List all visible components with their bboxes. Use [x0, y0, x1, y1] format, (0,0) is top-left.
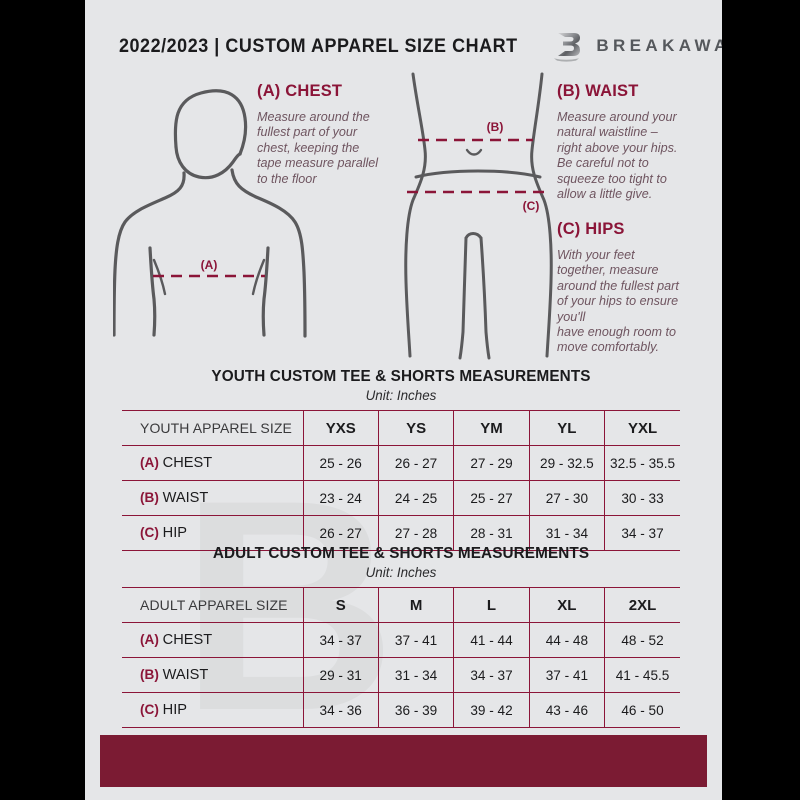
torso-figure-illustration: (A)	[113, 89, 307, 338]
footer-accent-bar	[100, 735, 707, 787]
page-title: 2022/2023 | CUSTOM APPAREL SIZE CHART	[119, 34, 518, 57]
youth-size-header-2: YM	[453, 410, 530, 446]
youth-cell-2-0: 26 - 27	[302, 515, 379, 551]
adult-size-header-2: L	[453, 587, 530, 623]
row-name: CHEST	[162, 632, 213, 648]
youth-cell-1-4: 30 - 33	[604, 480, 680, 516]
youth-cell-0-0: 25 - 26	[302, 445, 379, 481]
table-row: (B) WAIST 23 - 24 24 - 25 25 - 27 27 - 3…	[122, 480, 680, 516]
chest-measure-label: (A)	[201, 258, 218, 272]
row-tag: (B)	[140, 490, 159, 505]
callout-waist-title: (B) WAIST	[557, 82, 639, 100]
waist-measure-label: (B)	[487, 120, 504, 134]
row-name: WAIST	[162, 667, 209, 683]
callout-chest-text: Measure around the fullest part of your …	[257, 110, 379, 186]
adult-cell-1-1: 31 - 34	[377, 657, 454, 693]
table-row: (A) CHEST 25 - 26 26 - 27 27 - 29 29 - 3…	[122, 445, 680, 481]
adult-cell-1-3: 37 - 41	[528, 657, 605, 693]
youth-cell-1-2: 25 - 27	[453, 480, 530, 516]
adult-table-title: ADULT CUSTOM TEE & SHORTS MEASUREMENTS	[212, 545, 590, 562]
youth-cell-2-2: 28 - 31	[453, 515, 530, 551]
breakaway-b-monogram-icon	[554, 33, 581, 62]
adult-measurements-block: ADULT CUSTOM TEE & SHORTS MEASUREMENTS U…	[122, 545, 680, 728]
row-name: HIP	[162, 525, 187, 541]
youth-size-header-4: YXL	[604, 410, 680, 446]
row-tag: (C)	[140, 702, 159, 717]
callout-hips-text: With your feet together, measure around …	[557, 248, 679, 355]
adult-cell-1-4: 41 - 45.5	[604, 657, 680, 693]
adult-size-header-0: S	[302, 587, 379, 623]
callout-chest-title: (A) CHEST	[257, 82, 343, 100]
adult-cell-0-1: 37 - 41	[377, 622, 454, 658]
adult-size-header-3: XL	[528, 587, 605, 623]
table-header-row: YOUTH APPAREL SIZE YXS YS YM YL YXL	[122, 410, 680, 446]
row-name: HIP	[162, 702, 187, 718]
youth-cell-2-4: 34 - 37	[604, 515, 680, 551]
adult-cell-0-3: 44 - 48	[528, 622, 605, 658]
adult-cell-0-0: 34 - 37	[302, 622, 379, 658]
adult-cell-2-4: 46 - 50	[604, 692, 680, 728]
adult-table-unit: Unit: Inches	[365, 565, 437, 580]
measurement-illustrations: (A)	[85, 68, 722, 360]
adult-size-header-1: M	[377, 587, 454, 623]
callout-waist-text: Measure around your natural waistline – …	[557, 110, 678, 202]
row-tag: (A)	[140, 455, 159, 470]
youth-cell-0-3: 29 - 32.5	[528, 445, 605, 481]
adult-size-table: ADULT APPAREL SIZE S M L XL 2XL (A) CHES…	[122, 587, 680, 728]
page-header: 2022/2023 | CUSTOM APPAREL SIZE CHART	[85, 26, 722, 66]
adult-cell-0-4: 48 - 52	[604, 622, 680, 658]
youth-size-header-0: YXS	[302, 410, 379, 446]
adult-cell-0-2: 41 - 44	[453, 622, 530, 658]
adult-size-header-4: 2XL	[604, 587, 680, 623]
brand-lockup: BREAKAWAY	[552, 29, 722, 63]
youth-size-header-1: YS	[377, 410, 454, 446]
youth-table-unit: Unit: Inches	[365, 388, 437, 403]
table-row: (B) WAIST 29 - 31 31 - 34 34 - 37 37 - 4…	[122, 657, 680, 693]
hip-measure-label: (C)	[523, 199, 540, 213]
adult-cell-1-0: 29 - 31	[302, 657, 379, 693]
table-row: (A) CHEST 34 - 37 37 - 41 41 - 44 44 - 4…	[122, 622, 680, 658]
callout-chest: (A) CHEST Measure around the fullest par…	[257, 82, 417, 187]
youth-size-table: YOUTH APPAREL SIZE YXS YS YM YL YXL (A) …	[122, 410, 680, 551]
adult-row-label-0: (A) CHEST	[122, 622, 303, 658]
row-name: WAIST	[162, 490, 209, 506]
table-row: (C) HIP 26 - 27 27 - 28 28 - 31 31 - 34 …	[122, 515, 680, 551]
youth-cell-1-1: 24 - 25	[377, 480, 454, 516]
adult-row-label-2: (C) HIP	[122, 692, 303, 728]
youth-row-label-2: (C) HIP	[122, 515, 303, 551]
youth-size-header-3: YL	[528, 410, 605, 446]
adult-cell-1-2: 34 - 37	[453, 657, 530, 693]
youth-cell-0-4: 32.5 - 35.5	[604, 445, 680, 481]
youth-cell-0-2: 27 - 29	[453, 445, 530, 481]
row-tag: (C)	[140, 525, 159, 540]
youth-row-label-0: (A) CHEST	[122, 445, 303, 481]
youth-cell-2-3: 31 - 34	[528, 515, 605, 551]
row-tag: (A)	[140, 632, 159, 647]
adult-cell-2-1: 36 - 39	[377, 692, 454, 728]
adult-cell-2-2: 39 - 42	[453, 692, 530, 728]
adult-cell-2-3: 43 - 46	[528, 692, 605, 728]
size-chart-page: B 2022/2023 | CUSTOM APPAREL SIZE CHART	[85, 0, 722, 800]
youth-label-header: YOUTH APPAREL SIZE	[122, 410, 303, 446]
callout-waist: (B) WAIST Measure around your natural wa…	[557, 82, 707, 202]
youth-cell-2-1: 27 - 28	[377, 515, 454, 551]
adult-label-header: ADULT APPAREL SIZE	[122, 587, 303, 623]
callout-hips: (C) HIPS With your feet together, measur…	[557, 220, 709, 356]
table-row: (C) HIP 34 - 36 36 - 39 39 - 42 43 - 46 …	[122, 692, 680, 728]
youth-table-title: YOUTH CUSTOM TEE & SHORTS MEASUREMENTS	[211, 368, 591, 385]
youth-row-label-1: (B) WAIST	[122, 480, 303, 516]
adult-cell-2-0: 34 - 36	[302, 692, 379, 728]
adult-row-label-1: (B) WAIST	[122, 657, 303, 693]
brand-name: BREAKAWAY	[596, 36, 722, 55]
youth-measurements-block: YOUTH CUSTOM TEE & SHORTS MEASUREMENTS U…	[122, 368, 680, 551]
hips-figure-illustration: (B) (C)	[404, 72, 553, 360]
callout-hips-title: (C) HIPS	[557, 220, 625, 238]
row-name: CHEST	[162, 455, 213, 471]
youth-cell-0-1: 26 - 27	[377, 445, 454, 481]
youth-cell-1-3: 27 - 30	[528, 480, 605, 516]
table-header-row: ADULT APPAREL SIZE S M L XL 2XL	[122, 587, 680, 623]
youth-cell-1-0: 23 - 24	[302, 480, 379, 516]
row-tag: (B)	[140, 667, 159, 682]
